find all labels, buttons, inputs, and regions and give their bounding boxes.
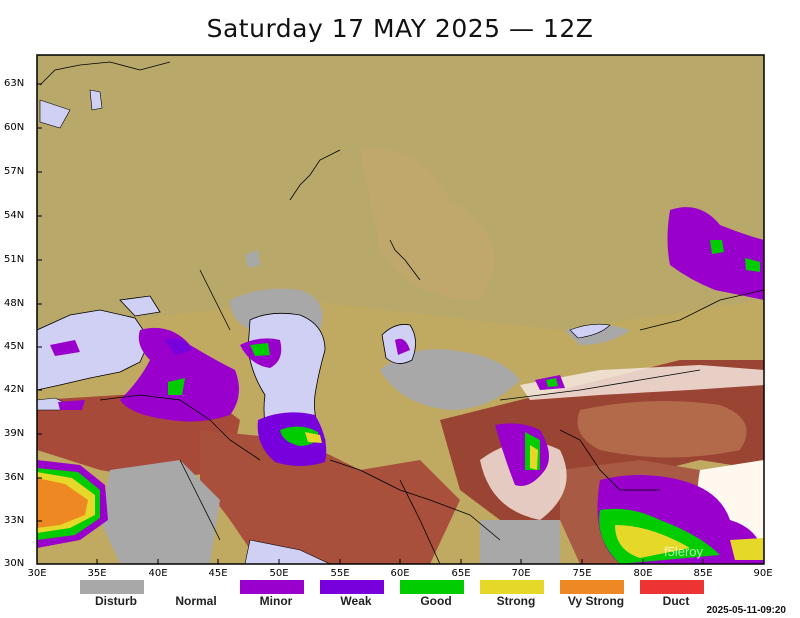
minor-north-caucasus [165, 338, 192, 355]
map-title: Saturday 17 MAY 2025 — 12Z [206, 14, 594, 43]
minor-blacksea-w [50, 340, 80, 356]
good-tienshan [546, 378, 558, 387]
disturb-levant [100, 460, 220, 564]
watermark: f5leroy [664, 544, 704, 559]
lon-label: 60E [390, 568, 410, 579]
minor-aral [395, 338, 410, 355]
lat-label: 48N [4, 298, 25, 309]
disturb-india [480, 520, 560, 564]
lon-label: 80E [633, 568, 653, 579]
strong-pamir [530, 445, 538, 470]
legend-label-duct: Duct [662, 594, 690, 608]
strong-tibet [615, 525, 690, 558]
legend-swatch-good [400, 580, 464, 594]
borders [39, 61, 764, 564]
lat-label: 60N [4, 122, 25, 133]
legend-swatch-vy-strong [560, 580, 624, 594]
minor-caucasus [120, 327, 239, 422]
lon-label: 45E [208, 568, 228, 579]
disturb-aral-east [380, 349, 520, 410]
highland-iran [200, 430, 460, 564]
legend-label-vy-strong: Vy Strong [567, 594, 625, 608]
vy-strong-levant [37, 478, 88, 528]
legend-swatch-normal [160, 580, 224, 594]
minor-turkey-w [58, 400, 85, 410]
propagation-overlays [37, 207, 764, 564]
strong-caspian-s [305, 432, 322, 443]
strong-tibet-ne [730, 538, 764, 560]
lon-label: 70E [511, 568, 531, 579]
snow-tienshan [520, 365, 764, 400]
lat-label: 36N [4, 472, 25, 483]
white-sea [39, 99, 71, 129]
disturb-small [245, 250, 260, 268]
legend-label-weak: Weak [340, 594, 372, 608]
lake-balkhash [569, 323, 611, 339]
lon-label: 90E [753, 568, 773, 579]
legend-swatch-strong [480, 580, 544, 594]
lon-label: 40E [148, 568, 168, 579]
lat-label: 42N [4, 384, 25, 395]
lon-label: 85E [693, 568, 713, 579]
good-altai [710, 240, 724, 254]
legend-label-disturb: Disturb [95, 594, 137, 608]
lat-label: 39N [4, 428, 25, 439]
lat-label: 45N [4, 341, 25, 352]
lon-label: 55E [330, 568, 350, 579]
persian-gulf [244, 539, 331, 564]
black-sea [37, 309, 151, 391]
legend-label-good: Good [420, 594, 452, 608]
legend-swatch-weak [320, 580, 384, 594]
minor-altai [667, 207, 764, 300]
legend-swatch-minor [240, 580, 304, 594]
lat-label: 51N [4, 254, 25, 265]
lat-label: 54N [4, 210, 25, 221]
lat-label: 63N [4, 78, 25, 89]
timestamp: 2025-05-11-09:20 [706, 605, 786, 616]
lon-label: 75E [572, 568, 592, 579]
lon-label: 65E [451, 568, 471, 579]
legend-swatch-disturb [80, 580, 144, 594]
lon-label: 50E [269, 568, 289, 579]
lon-label: 35E [87, 568, 107, 579]
good-altai-2 [745, 258, 760, 272]
lon-label: 30E [27, 568, 47, 579]
sea-of-azov [119, 295, 161, 317]
legend-swatch-duct [640, 580, 704, 594]
desert-tint [360, 148, 495, 300]
good-caucasus [168, 378, 185, 395]
lake-onega [89, 89, 103, 111]
axis-ticks [37, 83, 704, 564]
legend-label-strong: Strong [496, 594, 536, 608]
lat-label: 33N [4, 515, 25, 526]
legend-label-normal: Normal [175, 594, 217, 608]
tarim-basin [577, 401, 747, 458]
lat-label: 57N [4, 166, 25, 177]
good-caspian-n [250, 343, 270, 356]
legend-label-minor: Minor [259, 594, 293, 608]
lat-label: 30N [4, 558, 25, 569]
